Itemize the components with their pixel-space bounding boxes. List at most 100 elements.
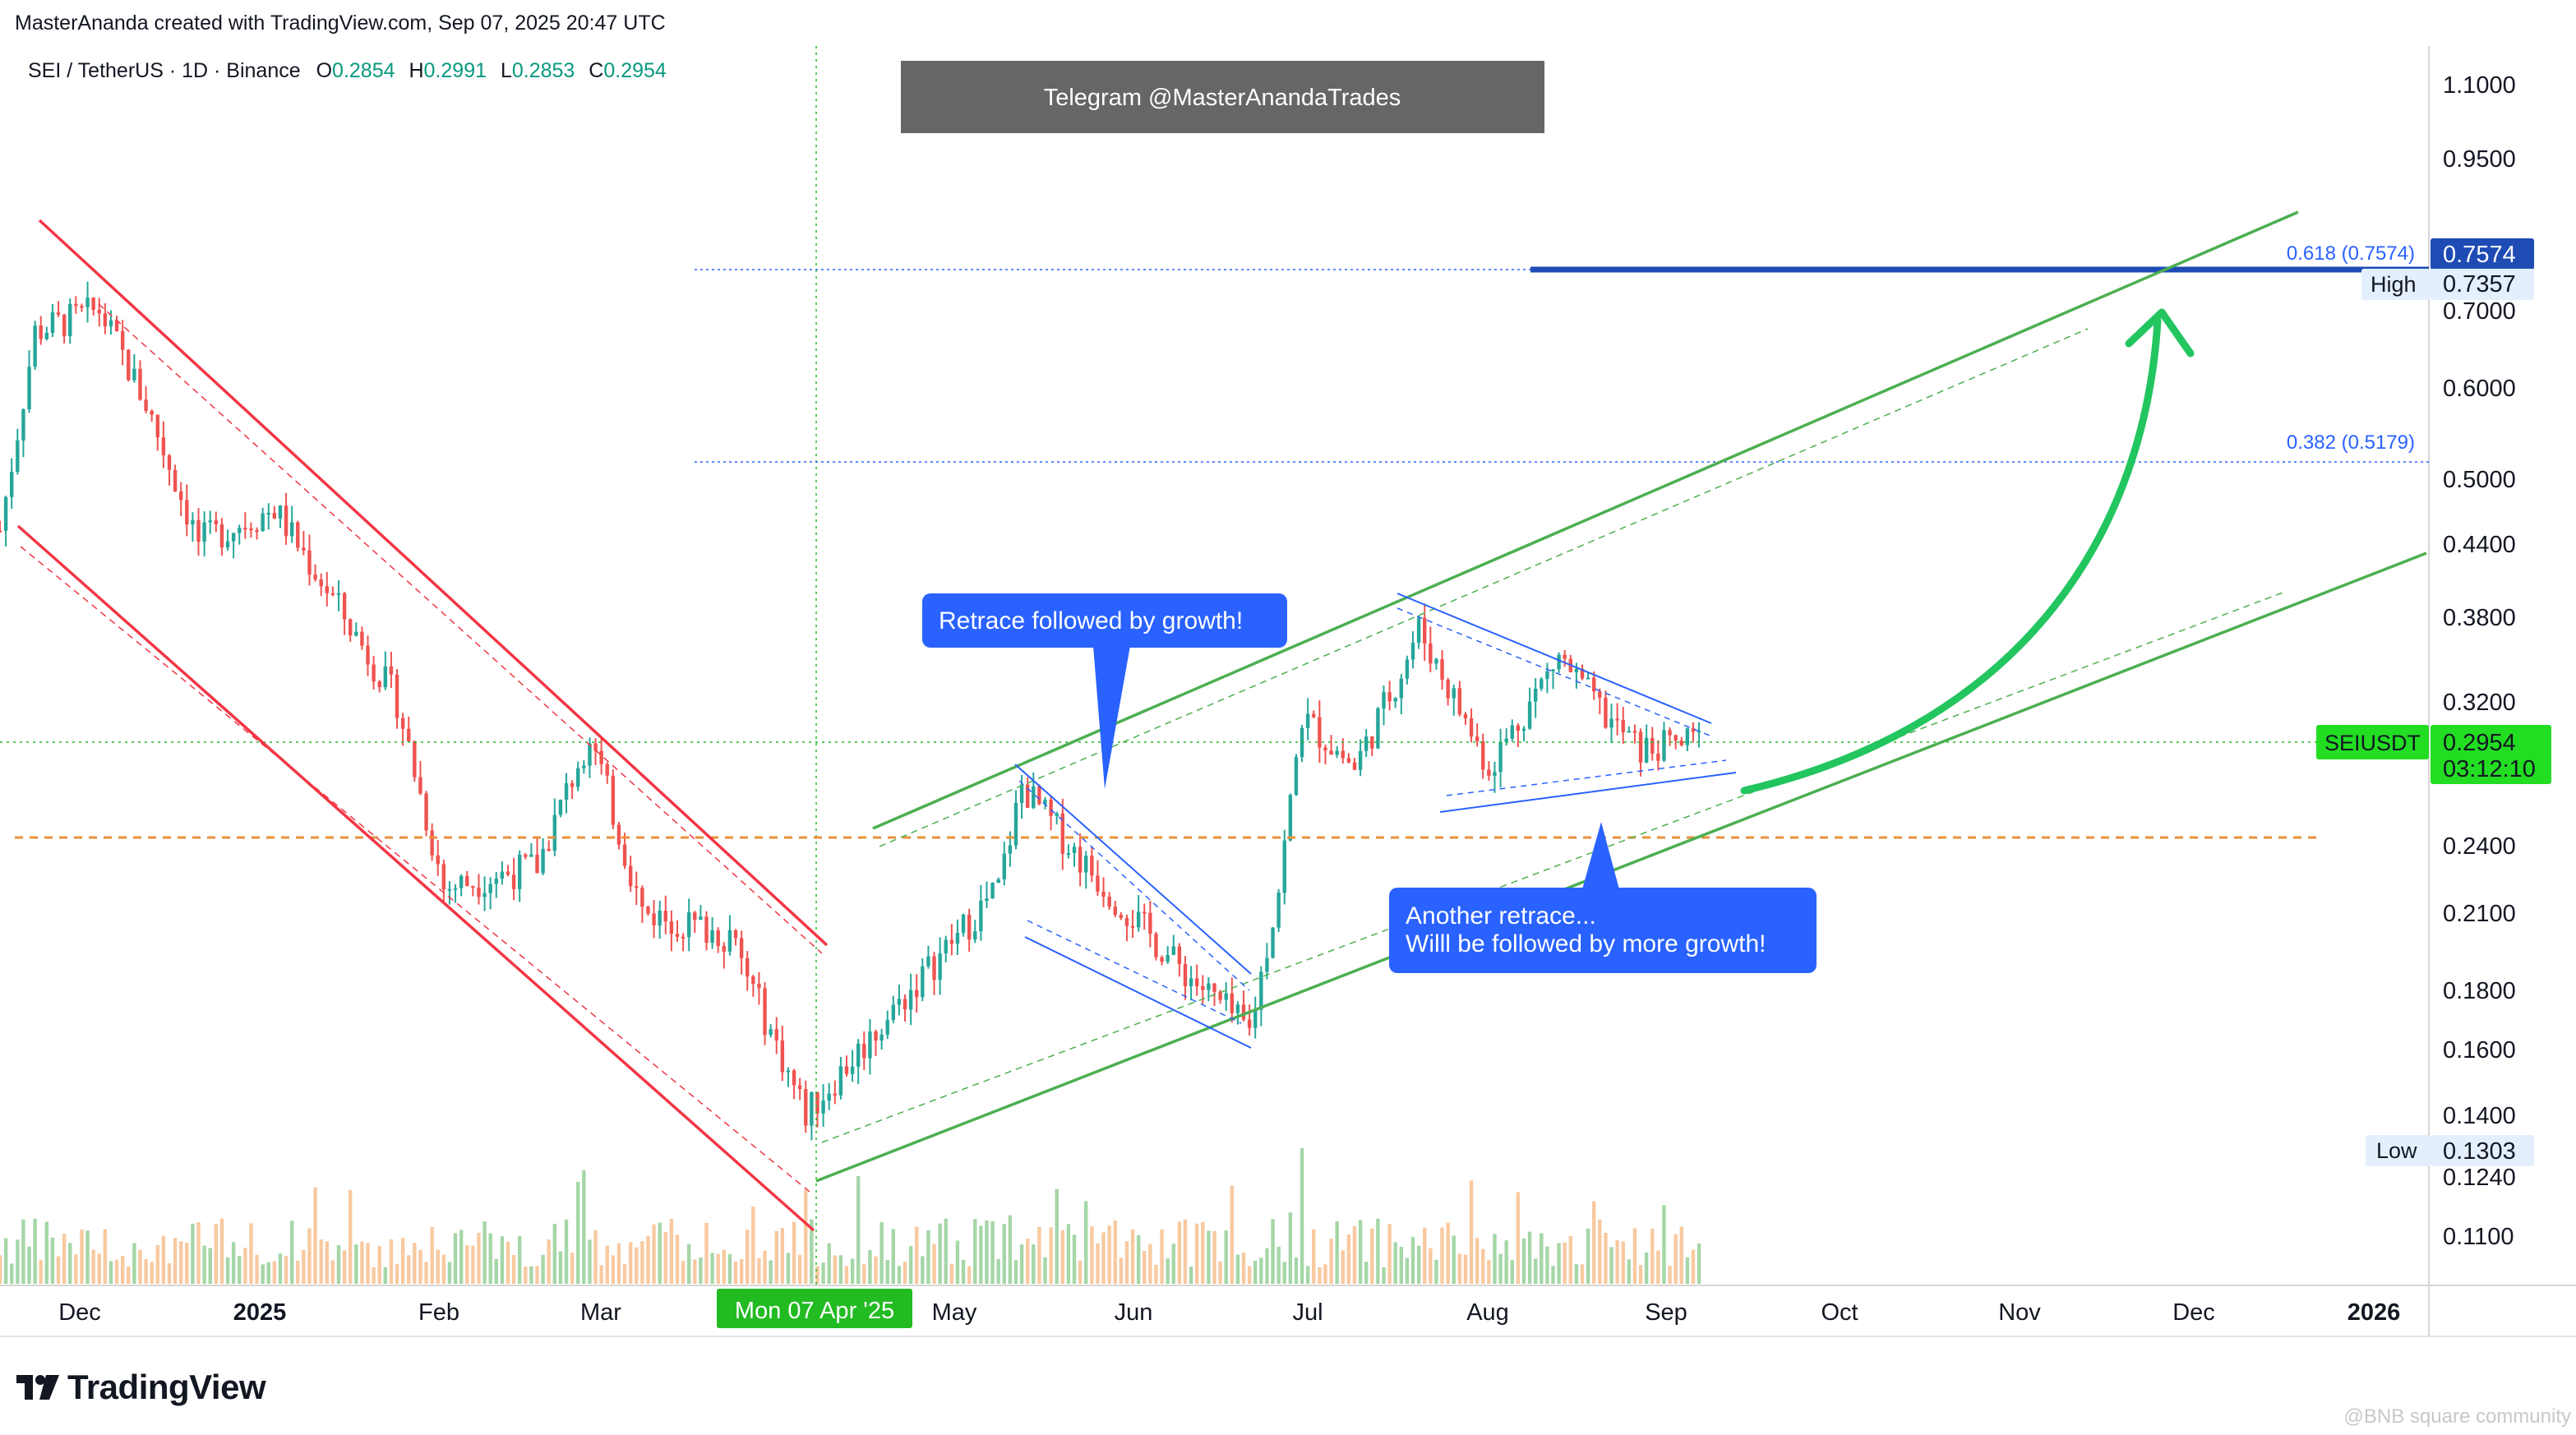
candle-body bbox=[366, 645, 370, 665]
candle-body bbox=[547, 848, 551, 851]
candle-body bbox=[413, 741, 417, 777]
volume-bar bbox=[1300, 1147, 1304, 1284]
candle-body bbox=[780, 1040, 785, 1073]
volume-bar bbox=[97, 1253, 101, 1284]
symbol-tag-text: SEIUSDT bbox=[2324, 731, 2421, 755]
candle-body bbox=[1668, 730, 1672, 736]
price-tick: 0.1240 bbox=[2443, 1165, 2516, 1191]
candle-body bbox=[1294, 757, 1299, 796]
candle-body bbox=[80, 306, 84, 308]
volume-bar bbox=[1475, 1238, 1480, 1284]
candle-body bbox=[1638, 731, 1643, 763]
candle-body bbox=[739, 938, 744, 958]
volume-bar bbox=[1568, 1236, 1573, 1284]
volume-bar bbox=[91, 1249, 95, 1284]
candle-body bbox=[763, 988, 767, 1036]
candle-body bbox=[173, 469, 178, 491]
price-tick: 0.1800 bbox=[2443, 978, 2516, 1004]
volume-bar bbox=[1533, 1258, 1538, 1284]
candle-body bbox=[1516, 725, 1521, 731]
price-tick: 1.1000 bbox=[2443, 72, 2516, 99]
candle-body bbox=[91, 298, 95, 310]
volume-bar bbox=[961, 1259, 966, 1284]
candle-body bbox=[1358, 750, 1363, 770]
candle-body bbox=[506, 871, 510, 875]
volume-bar bbox=[185, 1243, 189, 1284]
candle-body bbox=[833, 1093, 837, 1096]
candle-body bbox=[167, 455, 172, 470]
volume-bar bbox=[413, 1243, 417, 1284]
candle-body bbox=[1376, 708, 1380, 749]
candle-body bbox=[103, 313, 108, 327]
volume-bar bbox=[255, 1254, 259, 1284]
candle-body bbox=[926, 956, 930, 967]
candle-body bbox=[693, 912, 697, 921]
candle-body bbox=[132, 368, 136, 381]
volume-bar bbox=[1405, 1257, 1410, 1284]
candle-body bbox=[1154, 934, 1158, 957]
candle-body bbox=[1305, 713, 1310, 728]
candle-body bbox=[541, 848, 545, 874]
volume-bar bbox=[1469, 1180, 1474, 1284]
candle-body bbox=[1440, 658, 1444, 681]
time-axis[interactable]: Dec 2025 Feb Mar May Jun Jul Aug Sep Oct… bbox=[58, 1299, 2400, 1326]
volume-bar bbox=[547, 1239, 551, 1284]
volume-bar bbox=[792, 1221, 796, 1284]
volume-bar bbox=[1545, 1246, 1549, 1284]
candle-body bbox=[1370, 736, 1374, 749]
volume-bar bbox=[1487, 1260, 1491, 1284]
legend-symbol: SEI / TetherUS · 1D · Binance bbox=[28, 59, 301, 82]
volume-bar bbox=[21, 1219, 25, 1284]
candle-body bbox=[418, 777, 422, 794]
tradingview-logo[interactable]: TradingView bbox=[16, 1368, 266, 1407]
candle-body bbox=[797, 1085, 802, 1090]
candle-body bbox=[161, 437, 166, 456]
candle-body bbox=[185, 500, 189, 525]
volume-bar bbox=[1265, 1248, 1269, 1284]
up-channel-lower[interactable] bbox=[815, 551, 2427, 1183]
volume-bar bbox=[616, 1243, 621, 1284]
candle-body bbox=[1423, 617, 1427, 644]
candle-body bbox=[932, 956, 936, 981]
volume-bar bbox=[50, 1237, 55, 1284]
price-tick: 0.2100 bbox=[2443, 901, 2516, 927]
candle-body bbox=[511, 874, 516, 889]
candle-body bbox=[1434, 658, 1438, 664]
candle-body bbox=[1410, 643, 1415, 660]
volume-bar bbox=[243, 1248, 247, 1284]
callout-retrace-growth[interactable]: Retrace followed by growth! bbox=[922, 593, 1287, 789]
volume-bar bbox=[1416, 1245, 1421, 1284]
candle-body bbox=[62, 314, 67, 337]
candle-body bbox=[1481, 741, 1485, 770]
volume-bar bbox=[1019, 1244, 1024, 1284]
volume-bar bbox=[1276, 1246, 1281, 1284]
candle-body bbox=[1166, 954, 1170, 962]
candle-body bbox=[646, 907, 650, 914]
candle-body bbox=[821, 1100, 825, 1114]
candle-body bbox=[874, 1031, 878, 1041]
candle-body bbox=[1533, 688, 1538, 702]
down-channel-upper[interactable] bbox=[38, 219, 829, 947]
candle-body bbox=[272, 512, 277, 519]
callout-another-retrace[interactable]: Another retrace... Willl be followed by … bbox=[1389, 822, 1817, 973]
volume-bar bbox=[482, 1221, 487, 1284]
candle-body bbox=[973, 931, 977, 939]
volume-bar bbox=[424, 1262, 428, 1284]
candle-body bbox=[850, 1066, 855, 1074]
candle-body bbox=[1540, 679, 1544, 689]
candle-body bbox=[1685, 728, 1690, 745]
candle-body bbox=[1119, 915, 1124, 918]
candle-body bbox=[1218, 991, 1222, 1000]
legend-low: 0.2853 bbox=[512, 59, 575, 82]
volume-bar bbox=[1107, 1225, 1111, 1284]
volume-bar bbox=[74, 1254, 78, 1284]
candle-body bbox=[21, 409, 25, 441]
down-channel-lower[interactable] bbox=[16, 524, 815, 1232]
price-axis[interactable]: 1.1000 0.9500 0.7000 0.6000 0.5000 0.440… bbox=[2443, 72, 2516, 1250]
volume-bar bbox=[1130, 1230, 1135, 1284]
chart-pane[interactable] bbox=[0, 46, 2429, 1285]
candle-body bbox=[1160, 957, 1164, 962]
volume-bar bbox=[938, 1223, 942, 1284]
volume-bar bbox=[628, 1242, 633, 1284]
